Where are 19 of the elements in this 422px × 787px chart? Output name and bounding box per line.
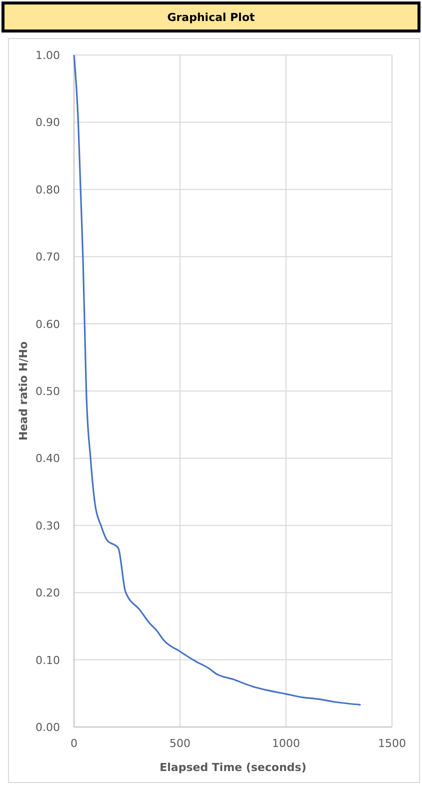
- y-tick-label: 0.30: [36, 519, 60, 532]
- y-axis-title: Head ratio H/Ho: [17, 341, 30, 441]
- y-tick-label: 0.80: [36, 183, 60, 196]
- y-tick-label: 0.60: [36, 318, 60, 331]
- x-tick-label: 500: [170, 737, 190, 750]
- y-tick-label: 0.70: [36, 250, 60, 264]
- y-tick-label: 0.20: [36, 586, 60, 600]
- y-tick-label: 0.90: [36, 116, 60, 130]
- y-tick-label: 0.10: [36, 654, 60, 667]
- y-tick-label: 0.00: [36, 721, 60, 734]
- y-tick-label: 0.50: [36, 385, 60, 398]
- y-tick-label: 1.00: [36, 49, 60, 62]
- line-series: [73, 54, 362, 706]
- y-tick-label: 0.40: [36, 452, 60, 466]
- x-tick-label: 0: [70, 737, 78, 750]
- x-tick-label: 1500: [378, 737, 406, 750]
- x-tick-label: 1000: [272, 737, 300, 750]
- x-axis-title: Elapsed Time (seconds): [160, 761, 306, 774]
- chart-title: Graphical Plot: [167, 11, 255, 24]
